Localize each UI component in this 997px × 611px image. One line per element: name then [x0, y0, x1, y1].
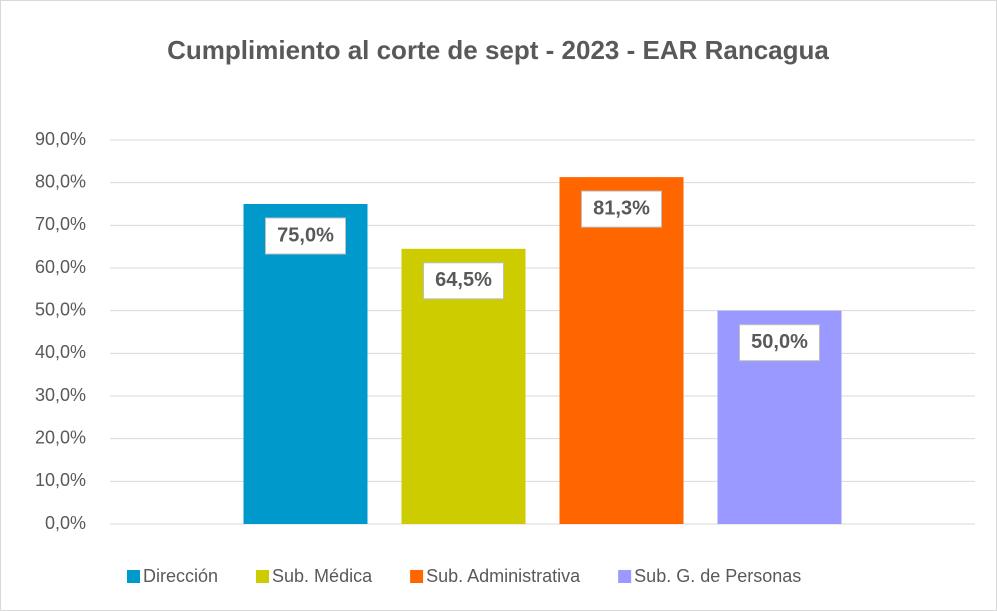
y-tick-label: 90,0% [35, 129, 86, 149]
legend-swatch [256, 570, 270, 583]
data-label: 81,3% [593, 197, 650, 219]
y-tick-label: 50,0% [35, 299, 86, 319]
legend-swatch [127, 570, 140, 583]
legend-swatch [618, 570, 632, 583]
y-tick-label: 70,0% [35, 214, 86, 234]
y-tick-label: 80,0% [35, 171, 86, 191]
bar [559, 177, 684, 524]
legend-label: Sub. Médica [272, 566, 373, 586]
y-tick-label: 40,0% [35, 342, 86, 362]
data-label-box [581, 190, 662, 228]
legend-label: Sub. Administrativa [426, 566, 581, 586]
data-label: 64,5% [435, 269, 492, 291]
data-label-box [423, 262, 504, 300]
y-tick-label: 30,0% [35, 385, 86, 405]
data-label: 75,0% [277, 224, 334, 246]
legend-swatch [410, 570, 424, 583]
bar [243, 204, 368, 524]
y-tick-label: 10,0% [35, 470, 86, 490]
data-label: 50,0% [751, 331, 808, 353]
data-label-box [265, 217, 346, 255]
y-tick-label: 20,0% [35, 427, 86, 447]
y-tick-label: 60,0% [35, 257, 86, 277]
data-label-box [739, 324, 820, 362]
y-tick-label: 0,0% [45, 513, 86, 533]
legend-label: Sub. G. de Personas [634, 566, 801, 586]
chart-title: Cumplimiento al corte de sept - 2023 - E… [167, 35, 829, 65]
legend-label: Dirección [143, 566, 218, 586]
